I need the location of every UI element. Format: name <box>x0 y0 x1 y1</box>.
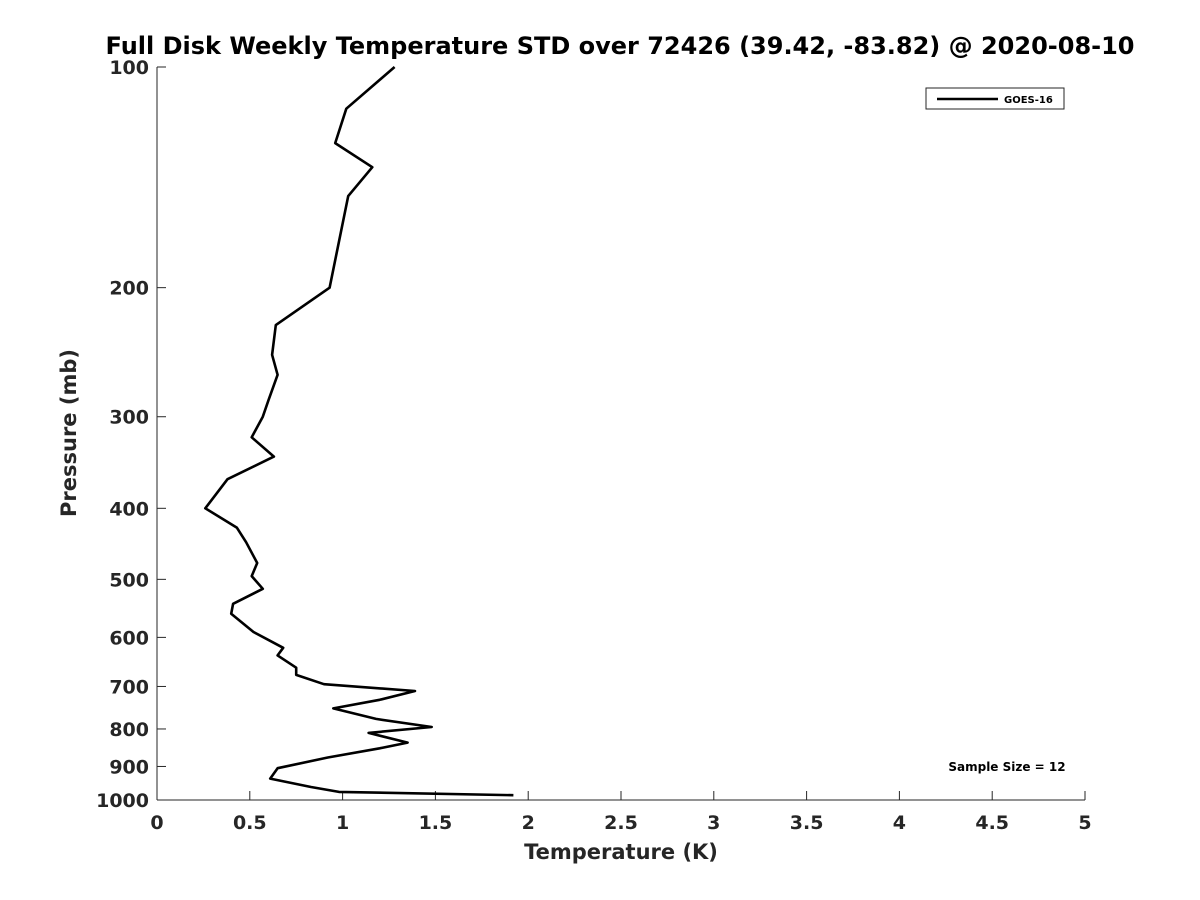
x-tick-label: 4.5 <box>975 812 1009 834</box>
y-tick-label: 600 <box>109 627 149 649</box>
y-axis-label: Pressure (mb) <box>57 349 81 517</box>
y-axis-ticks: 100 200 300 400 500 600 700 800 900 1000 <box>96 57 166 812</box>
goes-16-series-line <box>204 66 514 797</box>
x-tick-label: 3 <box>707 812 720 834</box>
y-tick-label: 400 <box>109 498 149 520</box>
x-tick-label: 4 <box>893 812 906 834</box>
y-tick-label: 100 <box>109 57 149 79</box>
plot-area <box>157 67 1085 800</box>
y-tick-label: 500 <box>109 569 149 591</box>
y-tick-label: 200 <box>109 278 149 300</box>
y-tick-label: 900 <box>109 756 149 778</box>
y-tick-label: 300 <box>109 407 149 429</box>
x-tick-label: 0.5 <box>233 812 267 834</box>
x-tick-label: 1.5 <box>419 812 453 834</box>
x-tick-label: 1 <box>336 812 349 834</box>
x-tick-label: 3.5 <box>790 812 824 834</box>
x-tick-label: 2.5 <box>604 812 638 834</box>
x-tick-label: 5 <box>1078 812 1091 834</box>
x-axis-ticks: 0 0.5 1 1.5 2 2.5 3 3.5 4 4.5 5 <box>150 791 1092 834</box>
y-tick-label: 1000 <box>96 790 149 812</box>
x-tick-label: 0 <box>150 812 163 834</box>
legend: GOES-16 <box>925 87 1065 110</box>
x-axis-label: Temperature (K) <box>524 840 718 864</box>
legend-label: GOES-16 <box>1004 95 1053 106</box>
sample-size-annotation: Sample Size = 12 <box>948 760 1065 774</box>
y-tick-label: 800 <box>109 719 149 741</box>
x-tick-label: 2 <box>522 812 535 834</box>
chart-title: Full Disk Weekly Temperature STD over 72… <box>106 32 1135 60</box>
y-tick-label: 700 <box>109 676 149 698</box>
